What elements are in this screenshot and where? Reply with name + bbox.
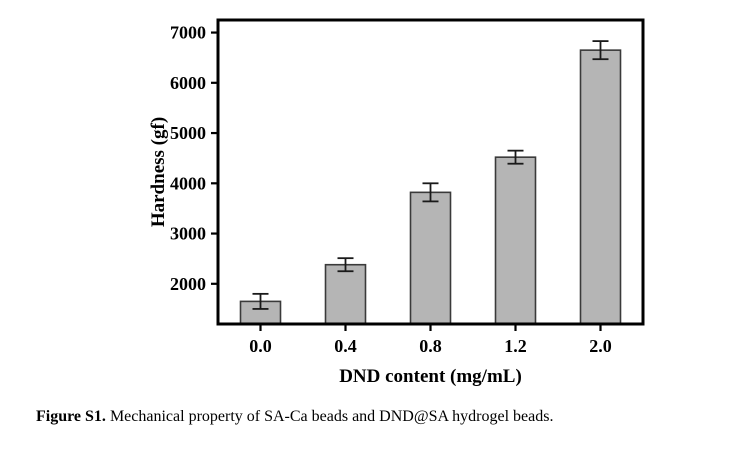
bar — [579, 49, 622, 325]
x-tick-label: 1.2 — [504, 336, 527, 356]
x-tick-label: 0.8 — [419, 336, 442, 356]
y-tick-label: 2000 — [170, 274, 206, 294]
figure-caption: Figure S1. Mechanical property of SA-Ca … — [36, 408, 716, 426]
figure-caption-text: Mechanical property of SA-Ca beads and D… — [105, 408, 554, 425]
bar — [494, 156, 537, 325]
chart-svg: 2000 3000 4000 5000 6000 7000 0.0 0.4 0.8 1.2 2.0 D… — [148, 18, 645, 387]
y-tick-label: 7000 — [170, 23, 206, 43]
x-axis-label: DND content (mg/mL) — [339, 366, 522, 387]
y-tick-label: 5000 — [170, 123, 206, 143]
y-axis-label: Hardness (gf) — [148, 117, 169, 227]
x-tick-label: 0.4 — [334, 336, 357, 356]
bar — [324, 263, 367, 325]
y-tick-label: 6000 — [170, 73, 206, 93]
figure-caption-label: Figure S1. — [36, 408, 106, 425]
bar — [409, 191, 452, 325]
x-tick-label: 2.0 — [589, 336, 612, 356]
y-tick-label: 4000 — [170, 173, 206, 193]
hardness-bar-chart: 2000 3000 4000 5000 6000 7000 0.0 0.4 0.8 1.2 2.0 D… — [138, 6, 678, 398]
x-tick-label: 0.0 — [249, 336, 272, 356]
y-tick-label: 3000 — [170, 224, 206, 244]
